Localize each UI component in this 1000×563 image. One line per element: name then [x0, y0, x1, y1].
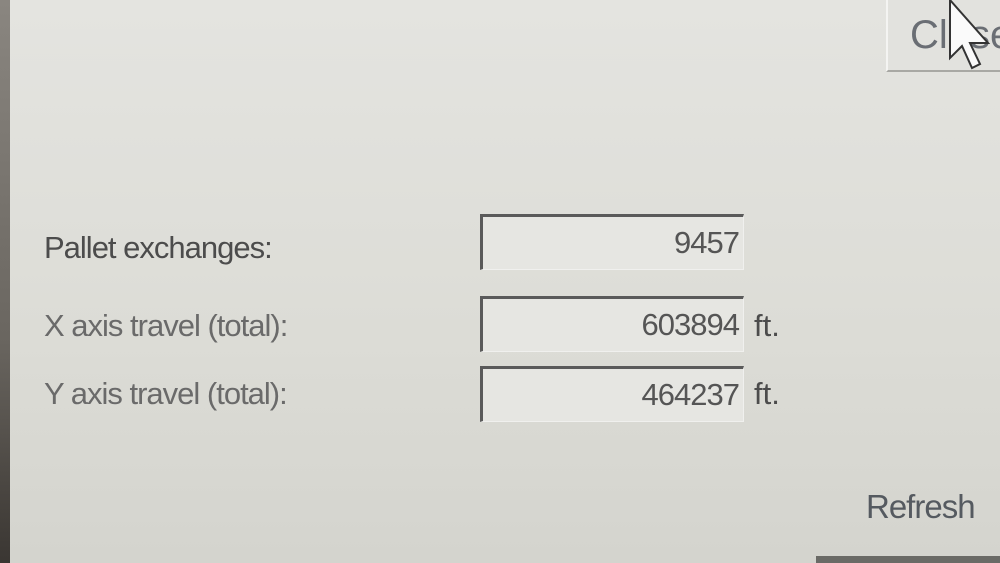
pallet-exchanges-label: Pallet exchanges: [44, 230, 273, 265]
y-axis-travel-unit: ft. [754, 376, 780, 411]
x-axis-travel-label: X axis travel (total): [44, 308, 288, 343]
window-edge [0, 0, 10, 563]
y-axis-travel-label: Y axis travel (total): [44, 376, 288, 411]
x-axis-travel-field: 603894 [480, 296, 744, 352]
x-axis-travel-unit: ft. [754, 308, 780, 343]
mouse-cursor-icon [949, 0, 991, 70]
refresh-button[interactable]: Refresh [866, 488, 976, 525]
y-axis-travel-field: 464237 [480, 366, 744, 422]
pallet-exchanges-field: 9457 [480, 214, 744, 270]
refresh-button-border [816, 556, 1000, 563]
